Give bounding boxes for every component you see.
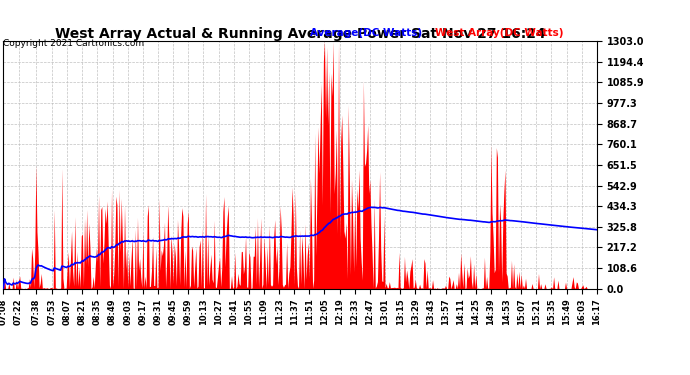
Text: West Array(DC Watts): West Array(DC Watts) — [435, 28, 563, 38]
Text: Copyright 2021 Cartronics.com: Copyright 2021 Cartronics.com — [3, 39, 145, 48]
Text: Average(DC Watts): Average(DC Watts) — [310, 28, 422, 38]
Title: West Array Actual & Running Average Power Sat Nov 27 16:24: West Array Actual & Running Average Powe… — [55, 27, 546, 41]
